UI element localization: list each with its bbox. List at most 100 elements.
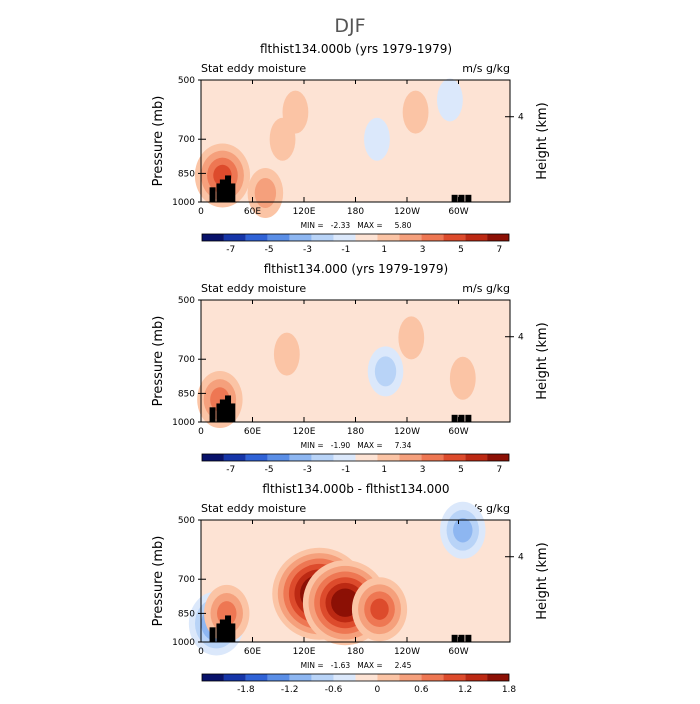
panel-1-units-label: m/s g/kg [462, 62, 510, 75]
terrain-mask [219, 179, 226, 202]
panel-2-stats: MIN = -1.90 MAX = 7.34 [301, 441, 412, 450]
y-tick-label: 700 [178, 135, 195, 145]
y-tick-label: 850 [178, 389, 195, 399]
x-tick-label: 0 [198, 207, 204, 217]
x-tick-label: 0 [198, 427, 204, 437]
panel-1-variable-label: Stat eddy moisture [201, 62, 306, 75]
colorbar-tick-label: -5 [265, 465, 274, 475]
colorbar-swatch [399, 234, 422, 241]
terrain-mask [216, 623, 223, 642]
terrain-mask [225, 395, 232, 422]
data-feature [273, 332, 300, 376]
colorbar-swatch [223, 454, 246, 461]
data-feature [282, 90, 309, 134]
data-feature [440, 501, 486, 559]
colorbar-swatch [421, 674, 444, 681]
x-tick-label: 60E [244, 427, 261, 437]
data-feature [402, 90, 429, 134]
colorbar-swatch [202, 674, 224, 681]
contour-band [437, 78, 463, 122]
colorbar-swatch [245, 674, 268, 681]
colorbar-tick-label: -1 [341, 465, 350, 475]
y-tick-label: 1000 [172, 418, 195, 428]
contour-band [282, 90, 309, 134]
colorbar-tick-label: -1 [341, 245, 350, 255]
y-tick-label: 500 [178, 296, 195, 306]
colorbar: -7 -5 -3 -1 1 3 5 7 [201, 233, 510, 255]
data-feature [367, 346, 404, 397]
x-tick-label: 60W [448, 427, 468, 437]
colorbar-tick-label: 5 [458, 245, 464, 255]
colorbar-swatch [202, 234, 224, 241]
panel-2-y2label: Height (km) [535, 322, 550, 399]
x-tick-label: 120W [394, 427, 420, 437]
colorbar-tick-label: -5 [265, 245, 274, 255]
colorbar-swatch [333, 234, 356, 241]
x-tick-label: 120E [293, 207, 316, 217]
terrain-mask [458, 194, 465, 202]
colorbar: -7 -5 -3 -1 1 3 5 7 [201, 453, 510, 475]
y-tick-label: 500 [178, 516, 195, 526]
terrain-mask [225, 175, 232, 202]
terrain-mask [458, 414, 465, 422]
data-feature [247, 167, 284, 218]
panel-1-stats: MIN = -2.33 MAX = 5.80 [301, 221, 412, 230]
y2-tick-label: 4 [518, 553, 524, 563]
x-tick-label: 180 [347, 647, 364, 657]
colorbar-swatch [333, 674, 356, 681]
contour-band [370, 598, 389, 620]
data-feature [437, 78, 463, 122]
colorbar-tick-label: 7 [497, 465, 503, 475]
colorbar-swatch [377, 674, 400, 681]
colorbar-swatch [465, 454, 488, 461]
panel-1-ylabel: Pressure (mb) [151, 96, 166, 187]
colorbar-swatch [487, 234, 509, 241]
colorbar: -1.8 -1.2 -0.6 0 0.6 1.2 1.8 [201, 673, 516, 695]
x-tick-label: 60E [244, 207, 261, 217]
plot-panel-1: 500 700 850 1000 4 0 60E 120E 180 120W 60W -7 -5 -3 -1… [172, 76, 524, 255]
colorbar-swatch [267, 234, 290, 241]
colorbar-swatch [465, 674, 488, 681]
colorbar-swatch [399, 674, 422, 681]
x-tick-label: 180 [347, 427, 364, 437]
colorbar-tick-label: 7 [497, 245, 503, 255]
terrain-mask [451, 414, 458, 422]
colorbar-swatch [443, 674, 466, 681]
terrain-mask [458, 634, 465, 642]
panel-3-stats: MIN = -1.63 MAX = 2.45 [301, 661, 412, 670]
panel-2-variable-label: Stat eddy moisture [201, 282, 306, 295]
terrain-mask [229, 403, 236, 422]
colorbar-tick-label: 3 [420, 465, 426, 475]
terrain-mask [465, 634, 472, 642]
contour-band [402, 90, 429, 134]
panel-3-ylabel: Pressure (mb) [151, 536, 166, 627]
terrain-mask [209, 627, 216, 642]
panel-2-ylabel: Pressure (mb) [151, 316, 166, 407]
data-feature [449, 356, 476, 400]
colorbar-swatch [465, 234, 488, 241]
y-tick-label: 700 [178, 575, 195, 585]
colorbar-tick-label: 1.2 [458, 685, 472, 695]
colorbar-swatch [267, 674, 290, 681]
colorbar-swatch [289, 454, 312, 461]
panel-3-variable-label: Stat eddy moisture [201, 502, 306, 515]
colorbar-swatch [267, 454, 290, 461]
contour-band [398, 316, 425, 360]
data-feature [351, 577, 408, 642]
colorbar-swatch [245, 234, 268, 241]
colorbar-swatch [443, 234, 466, 241]
terrain-mask [451, 634, 458, 642]
panel-2-title: flthist134.000 (yrs 1979-1979) [264, 262, 448, 276]
colorbar-swatch [355, 454, 378, 461]
terrain-mask [216, 403, 223, 422]
colorbar-tick-label: -3 [303, 245, 312, 255]
colorbar-swatch [311, 234, 334, 241]
terrain-mask [465, 194, 472, 202]
terrain-mask [465, 414, 472, 422]
colorbar-frame [201, 233, 510, 242]
colorbar-swatch [311, 454, 334, 461]
colorbar-swatch [202, 454, 224, 461]
colorbar-tick-label: -1.8 [237, 685, 255, 695]
y-tick-label: 1000 [172, 638, 195, 648]
